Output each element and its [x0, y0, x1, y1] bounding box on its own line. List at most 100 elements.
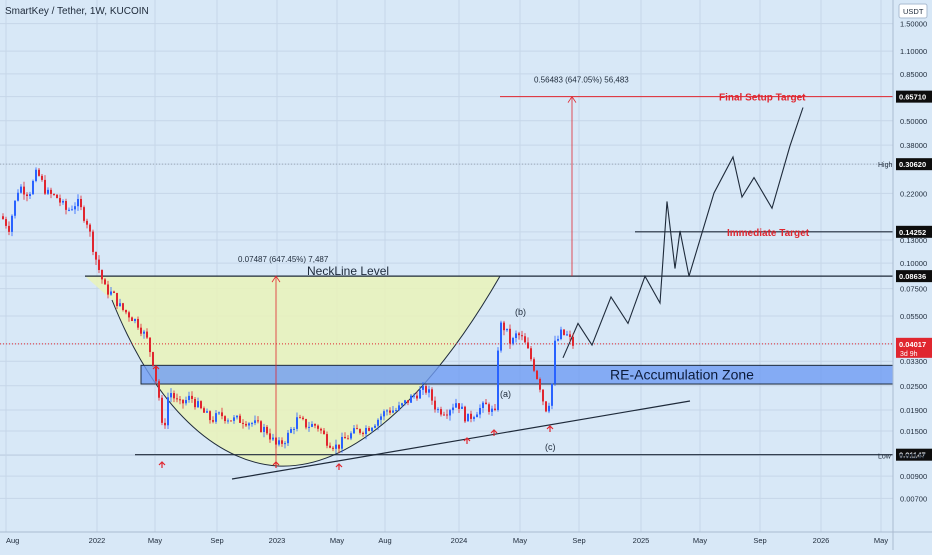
wave-label-a: (a)	[500, 389, 511, 399]
candle-body	[515, 333, 517, 339]
chart-lines	[0, 95, 893, 480]
y-tick-label: 0.01900	[900, 406, 927, 415]
candle-body	[137, 318, 139, 328]
candle-body	[2, 216, 4, 220]
candle-body	[548, 405, 550, 412]
price-badge-value: 0.08636	[899, 272, 926, 281]
candle-body	[554, 340, 556, 384]
candle-body	[185, 400, 187, 404]
candle-body	[452, 407, 454, 411]
candle-body	[437, 409, 439, 411]
candle-body	[404, 400, 406, 404]
candle-body	[299, 417, 301, 419]
target-measure-label: 0.56483 (647.05%) 56,483	[534, 76, 629, 85]
zone-box	[140, 364, 894, 385]
reversal-arrow	[463, 437, 471, 444]
x-tick-label: 2022	[89, 536, 106, 545]
y-tick-label: 0.10000	[900, 259, 927, 268]
y-tick-label: 1.50000	[900, 20, 927, 29]
candle-body	[371, 427, 373, 431]
candle-body	[545, 401, 547, 412]
y-tick-label: 0.00900	[900, 472, 927, 481]
candle-body	[77, 198, 79, 207]
candle-body	[146, 331, 148, 338]
candle-body	[65, 201, 67, 210]
candle-body	[521, 335, 523, 337]
price-badge-countdown: 3d 9h	[900, 351, 918, 358]
candle-body	[161, 397, 163, 423]
candle-body	[569, 334, 571, 337]
candle-body	[86, 220, 88, 225]
candle-body	[113, 291, 115, 293]
price-badge-value: 0.65710	[899, 93, 926, 102]
candle-body	[407, 400, 409, 403]
reversal-arrow	[335, 463, 343, 470]
candle-body	[59, 198, 61, 203]
candle-body	[263, 426, 265, 433]
candle-body	[50, 189, 52, 194]
candle-body	[152, 352, 154, 366]
candle-body	[305, 419, 307, 428]
candle-body	[401, 403, 403, 406]
reversal-arrow	[490, 429, 498, 436]
final-target-label: Final Setup Target	[719, 93, 806, 104]
candle-body	[179, 399, 181, 401]
candle-body	[473, 417, 475, 419]
candle-body	[230, 420, 232, 422]
immediate-target-label: Immediate Target	[727, 228, 810, 239]
candle-body	[392, 410, 394, 413]
candle-body	[47, 189, 49, 194]
candle-body	[44, 179, 46, 194]
candle-body	[281, 440, 283, 444]
price-badge-label: High	[878, 162, 893, 169]
currency-badge-bg	[898, 3, 928, 19]
candle-body	[74, 206, 76, 210]
candle-body	[434, 400, 436, 410]
candle-body	[62, 201, 64, 203]
x-tick-label: May	[693, 536, 707, 545]
candle-body	[215, 413, 217, 422]
neckline-measure-label: 0.07487 (647.45%) 7,487	[238, 255, 329, 264]
candle-body	[227, 420, 229, 422]
candle-body	[287, 432, 289, 444]
candle-body	[491, 408, 493, 412]
candle-body	[128, 312, 130, 318]
x-tick-label: 2025	[633, 536, 650, 545]
candle-body	[374, 425, 376, 428]
candle-body	[485, 402, 487, 405]
candle-body	[470, 413, 472, 419]
candle-body	[158, 381, 160, 398]
candle-body	[506, 328, 508, 331]
candle-body	[11, 215, 13, 232]
measure-arrowhead	[271, 275, 281, 283]
x-tick-label: 2024	[451, 536, 468, 545]
candle-body	[266, 426, 268, 434]
candle-body	[140, 327, 142, 334]
candle-body	[527, 342, 529, 349]
rising-trendline	[231, 400, 691, 480]
candle-body	[35, 169, 37, 181]
candle-body	[155, 365, 157, 382]
y-tick-label: 0.13000	[900, 236, 927, 245]
candle-body	[518, 333, 520, 336]
candle-body	[344, 436, 346, 439]
candle-body	[284, 443, 286, 445]
candle-body	[314, 424, 316, 426]
candle-body	[566, 334, 568, 336]
candle-body	[377, 419, 379, 426]
candle-body	[104, 279, 106, 285]
price-badge-value: 0.01137	[899, 451, 926, 460]
x-tick-label: Aug	[6, 536, 19, 545]
candle-body	[362, 432, 364, 435]
x-tick-label: May	[330, 536, 344, 545]
candle-body	[194, 398, 196, 408]
candle-body	[509, 328, 511, 344]
candle-body	[455, 403, 457, 408]
zone-label: RE-Accumulation Zone	[610, 367, 754, 383]
candle-body	[533, 359, 535, 371]
candle-body	[383, 411, 385, 417]
candle-body	[8, 225, 10, 232]
